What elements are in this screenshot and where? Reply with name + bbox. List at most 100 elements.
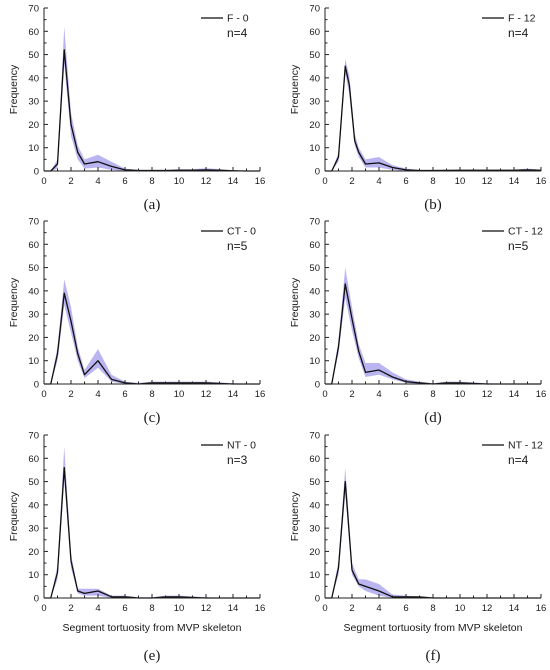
y-tick-label: 50 — [28, 50, 39, 61]
x-tick-label: 2 — [349, 389, 354, 400]
sample-size-label: n=4 — [508, 26, 529, 40]
y-tick-label: 40 — [28, 286, 39, 297]
x-tick-label: 0 — [41, 389, 46, 400]
y-tick-label: 60 — [28, 27, 39, 38]
x-tick-label: 2 — [349, 176, 354, 187]
sample-size-label: n=3 — [227, 453, 248, 467]
y-tick-label: 70 — [309, 217, 320, 228]
y-axis-label: Frequency — [289, 277, 301, 327]
y-tick-label: 0 — [315, 380, 320, 391]
panel-label: (c) — [144, 410, 161, 426]
y-tick-label: 30 — [309, 97, 320, 108]
y-tick-label: 0 — [315, 167, 320, 178]
panel-label: (f) — [426, 648, 441, 664]
chart-panel-e: 0 10 20 30 40 50 60 70 0 2 4 6 8 10 12 14 16 Frequency Seg… — [8, 431, 265, 665]
x-tick-label: 10 — [174, 176, 185, 187]
y-tick-label: 40 — [309, 286, 320, 297]
x-tick-label: 16 — [255, 603, 266, 614]
y-tick-label: 20 — [28, 333, 39, 344]
x-tick-label: 0 — [41, 603, 46, 614]
x-tick-label: 10 — [174, 603, 185, 614]
x-tick-label: 12 — [482, 603, 493, 614]
x-tick-label: 10 — [174, 389, 185, 400]
x-axis-label: Segment tortuosity from MVP skeleton — [63, 622, 242, 634]
y-tick-label: 30 — [28, 524, 39, 535]
y-tick-label: 20 — [28, 120, 39, 131]
y-axis-label: Frequency — [8, 64, 20, 114]
x-tick-label: 16 — [536, 603, 547, 614]
x-tick-label: 16 — [255, 389, 266, 400]
x-tick-label: 4 — [376, 389, 381, 400]
y-tick-label: 70 — [309, 431, 320, 442]
x-tick-label: 0 — [322, 176, 327, 187]
x-tick-label: 4 — [95, 176, 100, 187]
sample-size-label: n=5 — [227, 239, 248, 253]
legend-label: CT - 0 — [227, 226, 256, 238]
y-tick-label: 10 — [309, 570, 320, 581]
x-tick-label: 16 — [536, 389, 547, 400]
x-tick-label: 14 — [509, 603, 520, 614]
y-tick-label: 40 — [28, 500, 39, 511]
x-tick-label: 6 — [403, 176, 408, 187]
x-axis-label: Segment tortuosity from MVP skeleton — [344, 622, 523, 634]
sample-size-label: n=4 — [508, 453, 529, 467]
x-tick-label: 6 — [122, 603, 127, 614]
y-tick-label: 20 — [309, 120, 320, 131]
x-tick-label: 14 — [228, 389, 239, 400]
y-tick-label: 10 — [309, 356, 320, 367]
legend-label: NT - 0 — [227, 440, 256, 452]
x-tick-label: 4 — [376, 603, 381, 614]
y-tick-label: 0 — [315, 594, 320, 605]
panel-label: (b) — [424, 197, 442, 213]
legend-label: F - 0 — [227, 13, 249, 25]
mean-line — [44, 49, 260, 172]
x-tick-label: 10 — [455, 389, 466, 400]
x-tick-label: 6 — [403, 389, 408, 400]
y-tick-label: 10 — [28, 570, 39, 581]
x-tick-label: 6 — [122, 389, 127, 400]
y-tick-label: 10 — [309, 143, 320, 154]
y-tick-label: 0 — [34, 380, 39, 391]
y-tick-label: 50 — [309, 50, 320, 61]
y-tick-label: 30 — [28, 310, 39, 321]
y-tick-label: 60 — [309, 240, 320, 251]
y-axis-label: Frequency — [8, 277, 20, 327]
error-band — [44, 279, 260, 384]
y-tick-label: 40 — [309, 500, 320, 511]
y-tick-label: 50 — [28, 477, 39, 488]
mean-line — [325, 480, 541, 599]
y-tick-label: 70 — [309, 4, 320, 15]
x-tick-label: 6 — [122, 176, 127, 187]
y-tick-label: 60 — [309, 27, 320, 38]
x-tick-label: 8 — [149, 176, 154, 187]
x-tick-label: 4 — [95, 603, 100, 614]
chart-panel-b: 0 10 20 30 40 50 60 70 0 2 4 6 8 10 12 14 16 Frequency F -… — [289, 4, 546, 214]
error-band — [44, 446, 260, 598]
panel-label: (d) — [424, 410, 442, 426]
x-tick-label: 14 — [228, 176, 239, 187]
mean-line — [44, 466, 260, 599]
error-band — [325, 267, 541, 384]
y-tick-label: 0 — [34, 594, 39, 605]
x-tick-label: 4 — [376, 176, 381, 187]
x-tick-label: 2 — [349, 603, 354, 614]
y-tick-label: 60 — [28, 454, 39, 465]
mean-line — [44, 292, 260, 385]
x-tick-label: 8 — [430, 603, 435, 614]
x-tick-label: 14 — [509, 176, 520, 187]
x-tick-label: 12 — [482, 389, 493, 400]
x-tick-label: 0 — [322, 603, 327, 614]
y-tick-label: 70 — [28, 217, 39, 228]
y-tick-label: 40 — [309, 73, 320, 84]
y-tick-label: 50 — [309, 477, 320, 488]
y-axis-label: Frequency — [289, 491, 301, 541]
x-tick-label: 0 — [41, 176, 46, 187]
y-tick-label: 50 — [309, 263, 320, 274]
y-tick-label: 30 — [309, 310, 320, 321]
y-tick-label: 50 — [28, 263, 39, 274]
error-band — [325, 467, 541, 598]
x-tick-label: 10 — [455, 603, 466, 614]
x-tick-label: 8 — [430, 389, 435, 400]
x-tick-label: 6 — [403, 603, 408, 614]
